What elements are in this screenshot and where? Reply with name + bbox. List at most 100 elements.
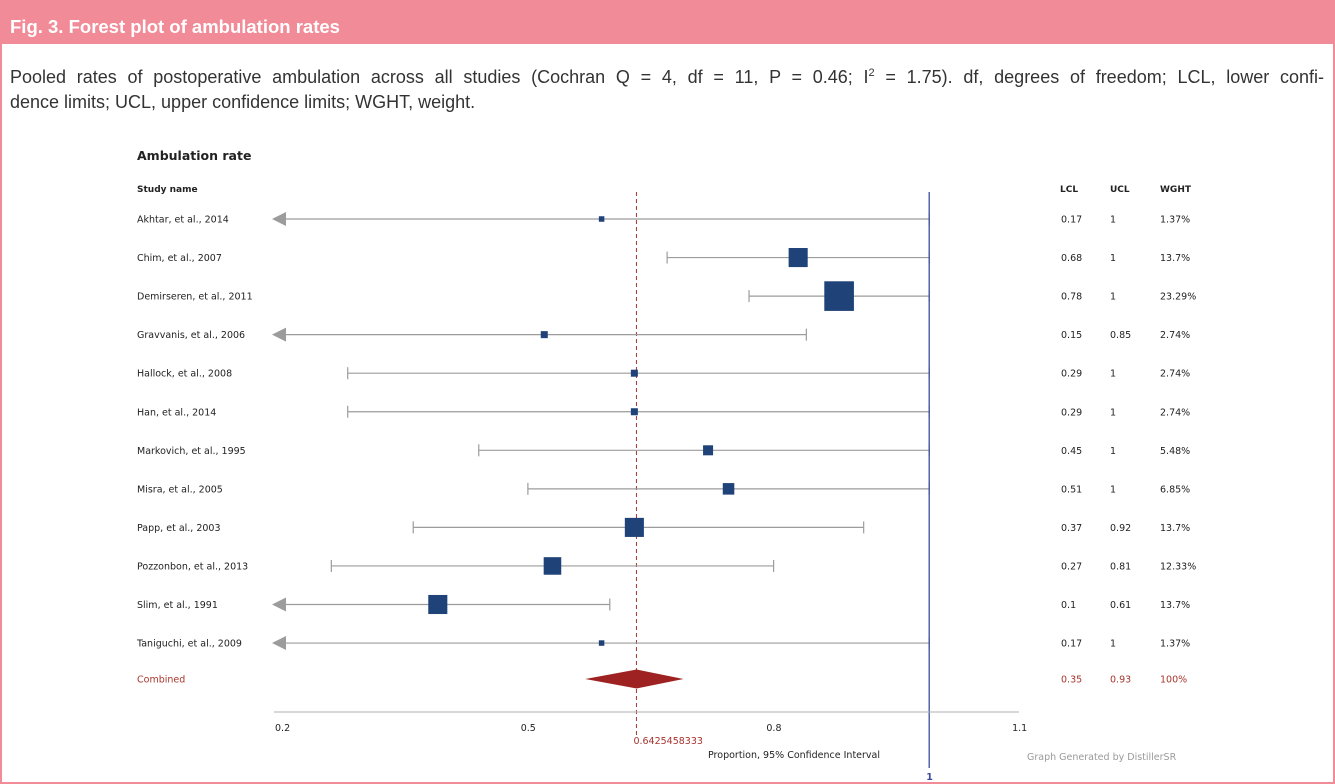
study-name: Chim, et al., 2007 [137, 253, 222, 264]
ucl-value: 1 [1110, 292, 1116, 303]
weight-value: 2.74% [1160, 330, 1190, 341]
x-axis-label: Proportion, 95% Confidence Interval [708, 750, 880, 761]
weight-value: 23.29% [1160, 292, 1196, 303]
plot-title: Ambulation rate [137, 148, 251, 163]
lcl-value: 0.78 [1061, 292, 1082, 303]
figure-title: Fig. 3. Forest plot of ambulation rates [10, 16, 340, 37]
study-name: Misra, et al., 2005 [137, 484, 223, 495]
combined-label: Combined [137, 675, 185, 686]
study-rows: Akhtar, et al., 2014 0.17 1 1.37% Chim, et a… [136, 212, 1196, 651]
study-name: Gravvanis, et al., 2006 [137, 330, 245, 341]
study-name: Hallock, et al., 2008 [137, 369, 232, 380]
x-tick-label: 0.8 [766, 723, 781, 734]
column-header-weight: WGHT [1160, 185, 1192, 195]
x-tick-label: 1.1 [1012, 723, 1027, 734]
lcl-value: 0.17 [1061, 215, 1082, 226]
estimate-box [540, 331, 548, 339]
caption-line-2: dence limits; UCL, upper confidence limi… [10, 92, 476, 112]
estimate-box [543, 557, 562, 575]
weight-value: 1.37% [1160, 215, 1190, 226]
x-tick-label: 0.5 [521, 723, 536, 734]
caption-line-1: Pooled rates of postoperative ambulation… [10, 65, 1324, 90]
ucl-value: 1 [1110, 215, 1116, 226]
study-row: Hallock, et al., 2008 0.29 1 2.74% [137, 367, 1190, 380]
study-name: Markovich, et al., 1995 [137, 446, 246, 457]
estimate-box [788, 248, 808, 268]
weight-value: 100% [1160, 675, 1187, 686]
study-row: Markovich, et al., 1995 0.45 1 5.48% [137, 444, 1190, 457]
ucl-value: 1 [1110, 369, 1116, 380]
estimate-box [630, 369, 638, 377]
lcl-value: 0.29 [1061, 369, 1082, 380]
lcl-value: 0.1 [1061, 600, 1076, 611]
weight-value: 1.37% [1160, 639, 1190, 650]
ci-clipped-arrow [272, 597, 286, 612]
weight-value: 13.7% [1160, 600, 1190, 611]
reference-line-group: 1 [926, 192, 933, 783]
lcl-value: 0.27 [1061, 561, 1082, 572]
caption-superscript: 2 [868, 67, 875, 79]
ucl-value: 1 [1110, 484, 1116, 495]
study-name: Papp, et al., 2003 [137, 523, 221, 534]
reference-line-label: 1 [926, 772, 933, 783]
weight-value: 5.48% [1160, 446, 1190, 457]
figure-header-bar: Fig. 3. Forest plot of ambulation rates [0, 0, 1335, 44]
study-row: Demirseren, et al., 2011 0.78 1 23.29% [137, 281, 1196, 311]
estimate-box [703, 445, 714, 456]
weight-value: 13.7% [1160, 253, 1190, 264]
study-row: Misra, et al., 2005 0.51 1 6.85% [137, 482, 1190, 495]
ucl-value: 1 [1110, 253, 1116, 264]
study-row: Akhtar, et al., 2014 0.17 1 1.37% [137, 212, 1190, 226]
estimate-box [630, 408, 638, 416]
ucl-value: 1 [1110, 446, 1116, 457]
study-row: Slim, et al., 1991 0.1 0.61 13.7% [137, 594, 1190, 615]
study-name: Pozzonbon, et al., 2013 [137, 561, 248, 572]
ci-clipped-arrow [272, 212, 286, 226]
column-header-lcl: LCL [1060, 185, 1078, 195]
weight-value: 12.33% [1160, 561, 1196, 572]
study-row: Gravvanis, et al., 2006 0.15 0.85 2.74% [137, 327, 1190, 342]
column-headers: Study name LCL UCL WGHT [137, 185, 1192, 195]
lcl-value: 0.37 [1061, 523, 1082, 534]
pooled-diamond [585, 669, 684, 689]
weight-value: 6.85% [1160, 484, 1190, 495]
lcl-value: 0.17 [1061, 639, 1082, 650]
ucl-value: 1 [1110, 407, 1116, 418]
weight-value: 2.74% [1160, 407, 1190, 418]
ucl-value: 1 [1110, 639, 1116, 650]
study-row: Papp, et al., 2003 0.37 0.92 13.7% [137, 517, 1190, 537]
weight-value: 2.74% [1160, 369, 1190, 380]
lcl-value: 0.29 [1061, 407, 1082, 418]
lcl-value: 0.51 [1061, 484, 1082, 495]
study-name: Taniguchi, et al., 2009 [136, 639, 242, 650]
study-row: Han, et al., 2014 0.29 1 2.74% [137, 405, 1190, 418]
estimate-box [598, 216, 605, 222]
ci-clipped-arrow [272, 636, 286, 651]
study-row: Pozzonbon, et al., 2013 0.27 0.81 12.33% [137, 557, 1196, 575]
ucl-value: 0.61 [1110, 600, 1131, 611]
lcl-value: 0.68 [1061, 253, 1082, 264]
ucl-value: 0.81 [1110, 561, 1131, 572]
study-name: Han, et al., 2014 [137, 407, 216, 418]
study-row: Taniguchi, et al., 2009 0.17 1 1.37% [136, 636, 1190, 651]
estimate-box [428, 594, 448, 615]
footer-credit: Graph Generated by DistillerSR [1027, 752, 1177, 763]
study-name: Demirseren, et al., 2011 [137, 292, 253, 303]
x-tick-labels: 0.2 0.5 0.8 1.1 [275, 723, 1027, 734]
caption-text: = 1.75). df, degrees of freedom; LCL, lo… [874, 67, 1324, 87]
lcl-value: 0.15 [1061, 330, 1082, 341]
study-name: Akhtar, et al., 2014 [137, 215, 229, 226]
estimate-box [824, 281, 854, 311]
ci-clipped-arrow [272, 327, 286, 342]
pooled-estimate-label: 0.6425458333 [633, 736, 703, 747]
study-row: Chim, et al., 2007 0.68 1 13.7% [137, 248, 1190, 268]
lcl-value: 0.35 [1061, 675, 1082, 686]
x-axis: 0.2 0.5 0.8 1.1 Proportion, 95% Confidence … [274, 711, 1027, 761]
estimate-box [598, 640, 605, 646]
ucl-value: 0.85 [1110, 330, 1131, 341]
caption-text: Pooled rates of postoperative ambulation… [10, 67, 869, 87]
combined-row: Combined 0.35 0.93 100% [137, 669, 1187, 689]
ucl-value: 0.93 [1110, 675, 1131, 686]
